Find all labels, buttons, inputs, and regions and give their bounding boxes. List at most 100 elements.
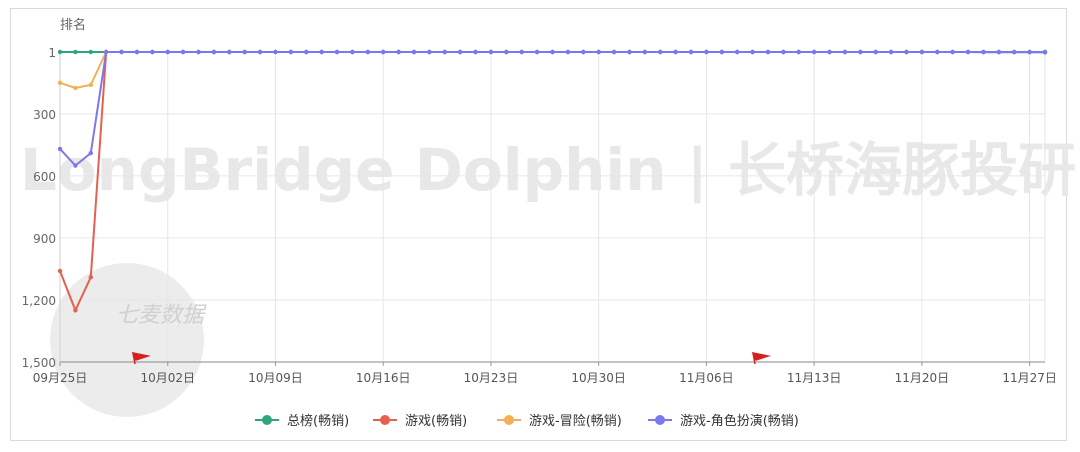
data-point	[457, 49, 463, 55]
legend-item[interactable]: 游戏-冒险(畅销)	[497, 414, 622, 429]
flag-marker-icon	[131, 351, 151, 365]
data-point	[858, 49, 863, 55]
data-point	[658, 49, 663, 55]
watermark-layer: LongBridge Dolphin | 长桥海豚投研 七麦数据	[20, 136, 1076, 417]
data-point	[673, 49, 678, 55]
data-point	[1027, 49, 1032, 55]
data-point	[304, 49, 309, 55]
data-point	[365, 49, 371, 55]
data-point	[765, 49, 771, 55]
legend-label: 游戏-角色扮演(畅销)	[680, 413, 799, 429]
data-point	[134, 49, 140, 55]
logo-mark	[50, 263, 204, 417]
logo-text: 七麦数据	[116, 303, 207, 328]
data-point	[119, 49, 124, 55]
data-point	[488, 49, 494, 55]
data-point	[596, 49, 601, 55]
x-tick-label: 10月09日	[248, 371, 303, 385]
data-point	[1012, 49, 1017, 55]
data-point	[88, 150, 93, 156]
data-point	[950, 49, 955, 55]
data-point	[396, 49, 401, 55]
x-tick-label: 09月25日	[33, 371, 88, 385]
data-point	[550, 49, 555, 55]
x-tick-label: 10月02日	[140, 371, 195, 385]
data-point	[73, 163, 78, 168]
data-point	[88, 275, 93, 280]
y-tick-label: 1	[48, 46, 56, 60]
legend-item[interactable]: 游戏-角色扮演(畅销)	[648, 413, 799, 429]
data-point	[427, 49, 432, 55]
legend-marker	[380, 415, 390, 425]
data-point	[734, 49, 740, 55]
data-point	[319, 49, 324, 55]
data-point	[350, 49, 355, 55]
data-point	[273, 49, 278, 55]
data-point	[642, 49, 648, 55]
flag-marker-icon	[751, 351, 771, 365]
data-point	[1042, 49, 1048, 55]
legend-item[interactable]: 游戏(畅销)	[373, 414, 467, 429]
data-point	[873, 49, 878, 55]
data-point	[88, 82, 93, 88]
y-axis-label: 排名	[60, 17, 86, 33]
data-point	[704, 49, 709, 55]
x-tick-label: 11月27日	[1002, 371, 1057, 385]
data-point	[411, 49, 417, 55]
data-point	[73, 49, 78, 55]
data-point	[57, 49, 63, 55]
legend-label: 总榜(畅销)	[287, 413, 349, 429]
legend-marker	[504, 415, 514, 425]
data-point	[519, 49, 524, 55]
data-point	[57, 80, 63, 86]
data-point	[919, 49, 925, 55]
data-point	[242, 49, 247, 55]
x-tick-label: 11月20日	[895, 371, 950, 385]
watermark-text: LongBridge Dolphin | 长桥海豚投研	[20, 136, 1076, 204]
data-point	[211, 49, 217, 55]
data-point	[180, 49, 186, 55]
x-tick-label: 10月30日	[571, 371, 626, 385]
data-point	[750, 49, 755, 55]
x-tick-label: 11月13日	[787, 371, 842, 385]
data-point	[719, 49, 724, 55]
data-point	[904, 49, 909, 55]
data-point	[781, 49, 786, 55]
legend-item[interactable]: 总榜(畅销)	[255, 413, 349, 429]
series-group	[57, 49, 1048, 313]
data-point	[842, 49, 848, 55]
data-point	[935, 49, 940, 55]
y-tick-label: 1,500	[22, 356, 56, 370]
data-point	[442, 49, 447, 55]
y-tick-label: 600	[33, 170, 56, 184]
series-line	[59, 51, 1045, 90]
data-point	[227, 49, 232, 55]
data-point	[965, 49, 971, 55]
data-point	[581, 49, 586, 55]
y-tick-label: 300	[33, 108, 56, 122]
data-point	[504, 49, 509, 55]
legend-marker	[655, 415, 665, 425]
data-point	[57, 146, 63, 152]
data-point	[565, 49, 571, 55]
x-tick-label: 10月16日	[356, 371, 411, 385]
data-point	[88, 49, 93, 55]
data-point	[73, 85, 78, 91]
data-point	[611, 49, 617, 55]
y-tick-label: 1,200	[22, 294, 56, 308]
legend-label: 游戏(畅销)	[405, 414, 467, 429]
y-tick-label: 900	[33, 232, 56, 246]
x-tick-label: 11月06日	[679, 371, 734, 385]
data-point	[627, 49, 632, 55]
data-point	[103, 49, 109, 55]
data-point	[473, 49, 478, 55]
data-point	[688, 49, 694, 55]
data-point	[196, 49, 201, 55]
data-point	[57, 268, 63, 274]
legend-label: 游戏-冒险(畅销)	[529, 414, 622, 429]
data-point	[534, 49, 540, 55]
data-point	[334, 49, 340, 55]
data-point	[888, 49, 894, 55]
